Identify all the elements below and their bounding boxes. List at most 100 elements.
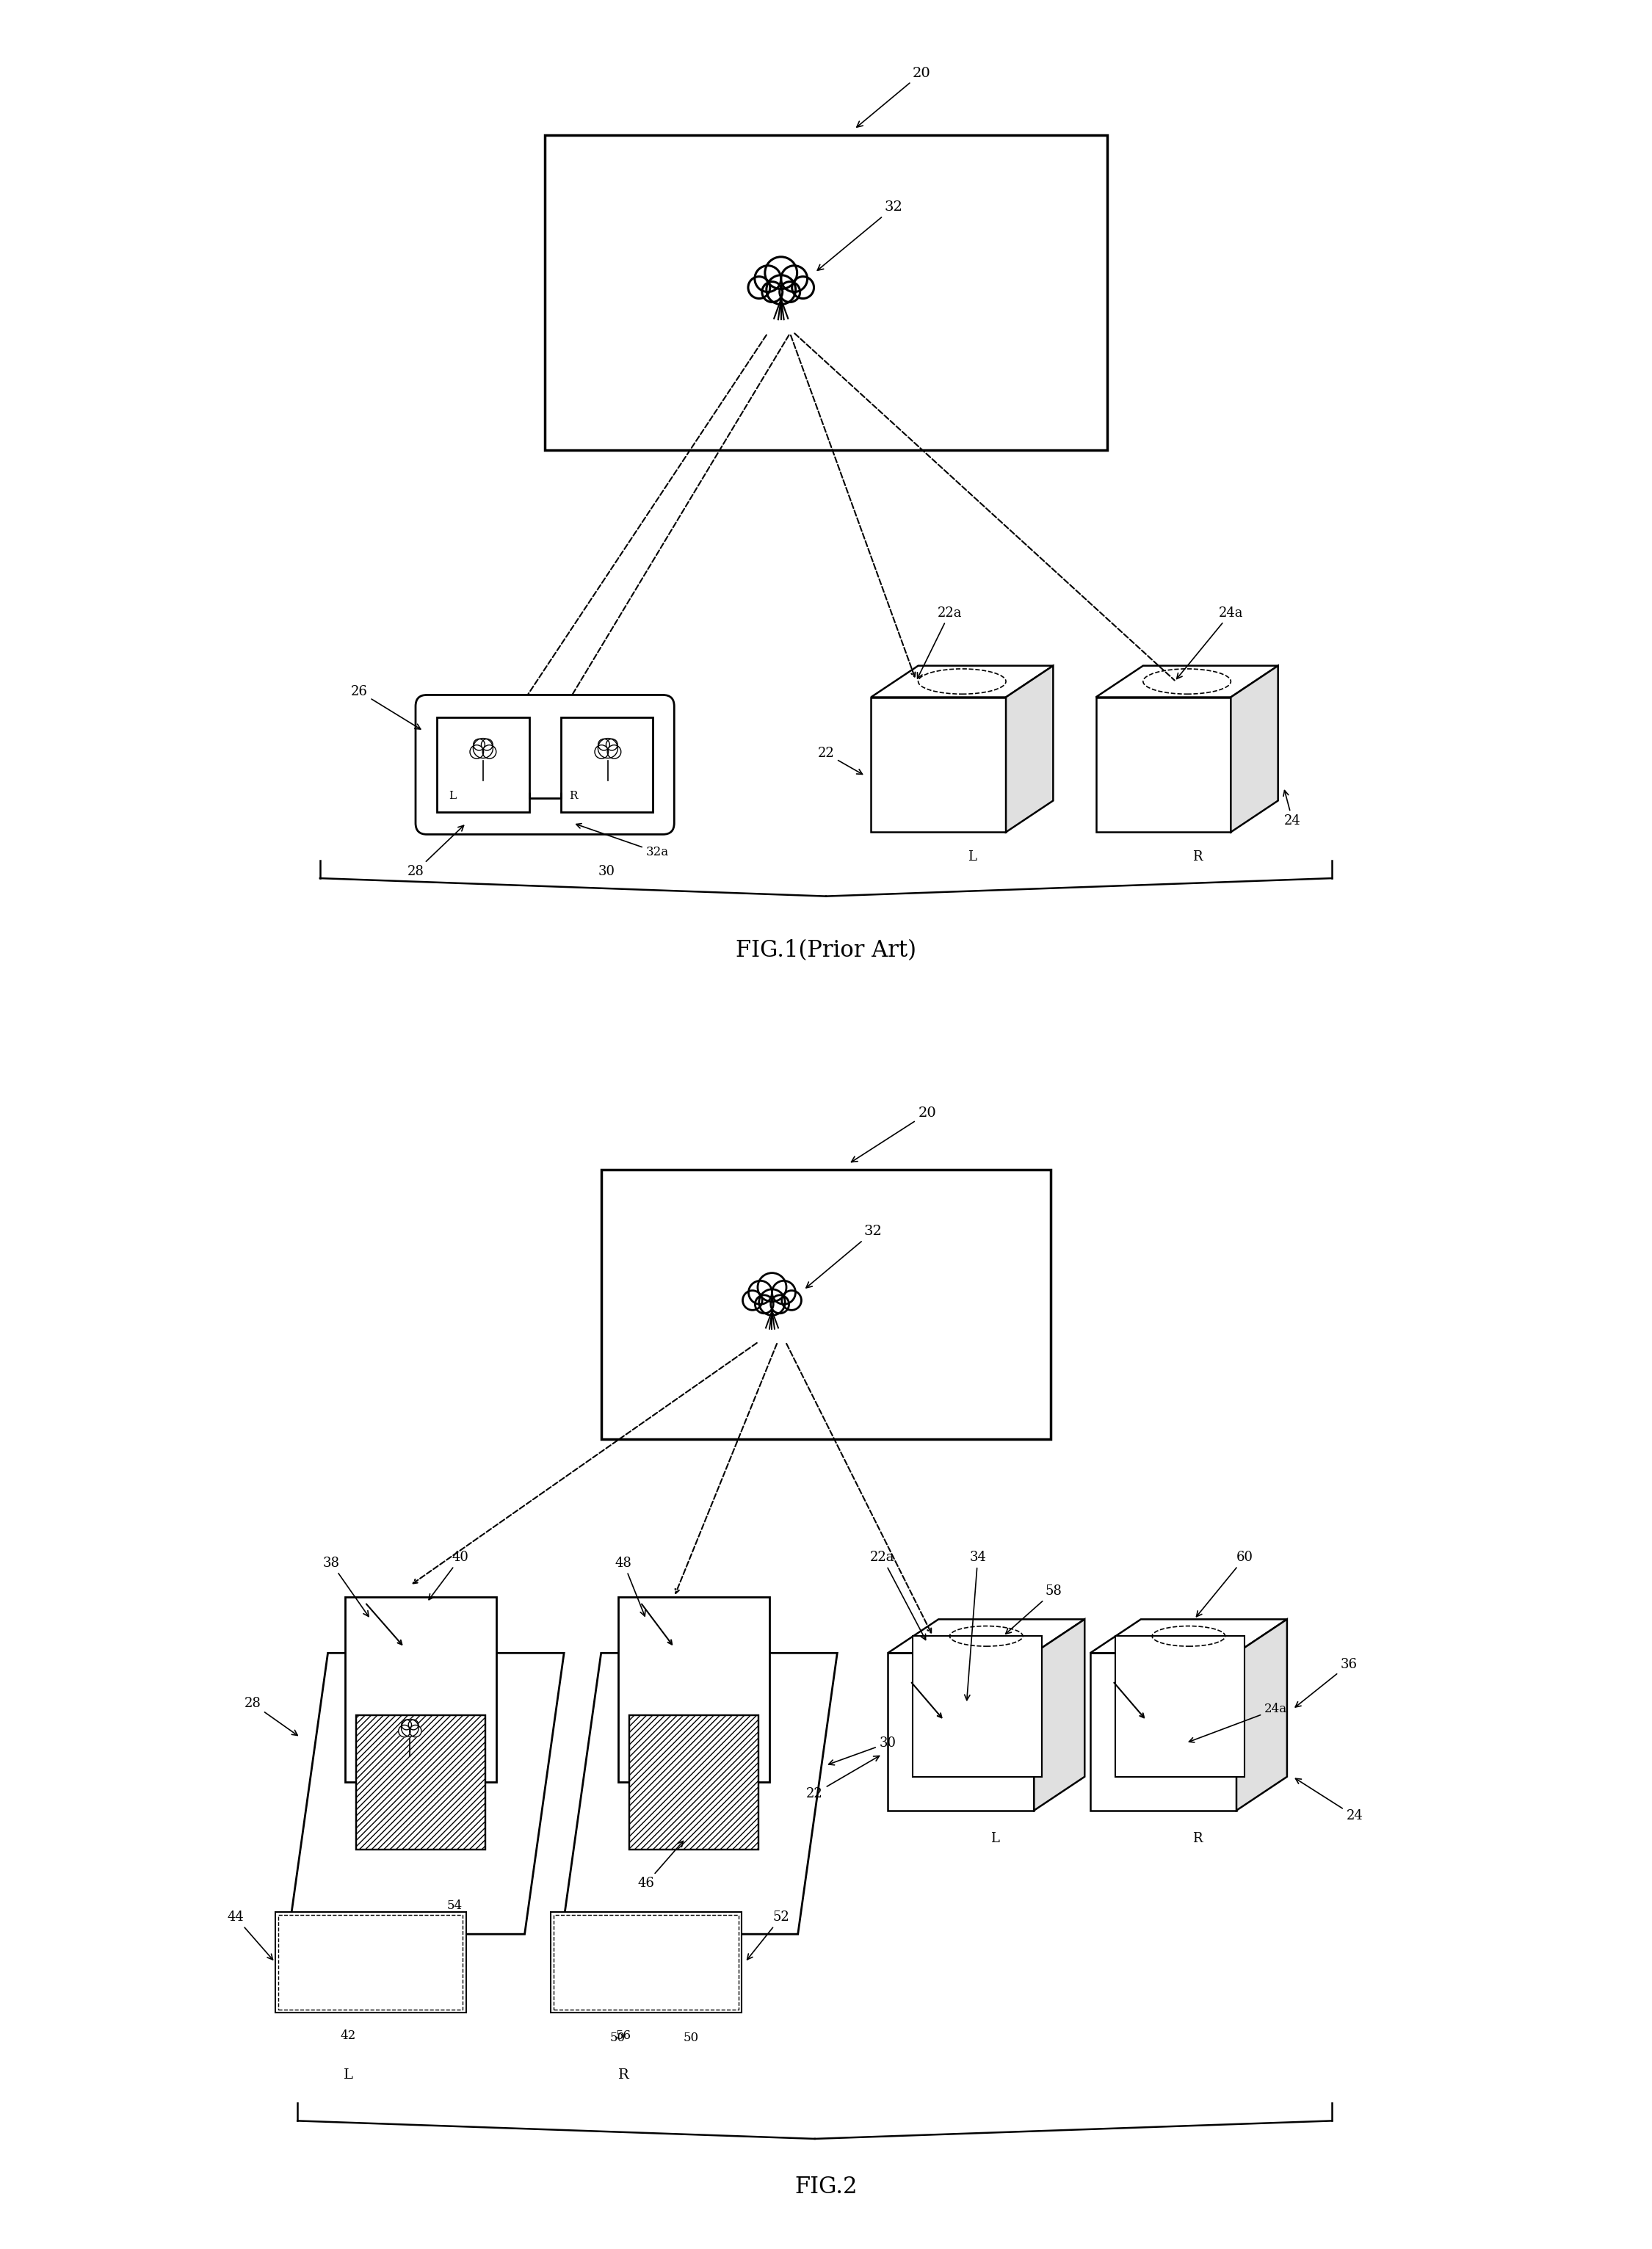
Text: 54: 54 bbox=[448, 1900, 463, 1912]
Text: 28: 28 bbox=[244, 1698, 297, 1736]
Text: 22a: 22a bbox=[871, 1552, 925, 1640]
Text: 32: 32 bbox=[806, 1226, 882, 1289]
Circle shape bbox=[791, 277, 814, 299]
Circle shape bbox=[410, 1725, 421, 1736]
Polygon shape bbox=[1006, 666, 1052, 832]
Text: L: L bbox=[990, 1833, 999, 1844]
Bar bbox=[274, 1912, 466, 2013]
Text: 20: 20 bbox=[857, 67, 930, 128]
Polygon shape bbox=[1236, 1619, 1287, 1810]
Circle shape bbox=[474, 740, 484, 751]
Text: R: R bbox=[1193, 850, 1203, 864]
Circle shape bbox=[408, 1720, 418, 1729]
Bar bbox=[871, 697, 1006, 832]
Text: 30: 30 bbox=[598, 866, 615, 877]
Bar bbox=[355, 1714, 486, 1849]
Text: 22a: 22a bbox=[917, 607, 961, 679]
Circle shape bbox=[748, 277, 770, 299]
Circle shape bbox=[767, 274, 796, 304]
Text: 24a: 24a bbox=[1189, 1702, 1287, 1743]
Bar bbox=[545, 135, 1107, 450]
Circle shape bbox=[755, 265, 781, 292]
Bar bbox=[1095, 697, 1231, 832]
Text: 28: 28 bbox=[406, 825, 464, 877]
Circle shape bbox=[606, 740, 618, 751]
Polygon shape bbox=[871, 666, 1052, 697]
Text: R: R bbox=[568, 792, 577, 801]
Text: 24: 24 bbox=[1284, 789, 1302, 828]
Circle shape bbox=[608, 744, 621, 758]
Circle shape bbox=[762, 281, 783, 301]
Text: 24a: 24a bbox=[1176, 607, 1242, 679]
Polygon shape bbox=[1090, 1619, 1287, 1653]
Text: 22: 22 bbox=[806, 1756, 879, 1799]
Bar bbox=[355, 1714, 486, 1849]
Bar bbox=[279, 1916, 463, 2011]
Text: 44: 44 bbox=[228, 1912, 273, 1959]
Text: L: L bbox=[344, 2069, 354, 2080]
Bar bbox=[912, 1637, 1042, 1777]
Circle shape bbox=[758, 1289, 785, 1316]
Text: 50: 50 bbox=[684, 2031, 699, 2044]
Text: 52: 52 bbox=[747, 1912, 790, 1959]
Text: FIG.2: FIG.2 bbox=[795, 2175, 857, 2200]
Circle shape bbox=[469, 744, 484, 758]
Text: FIG.1(Prior Art): FIG.1(Prior Art) bbox=[735, 938, 917, 963]
Text: 46: 46 bbox=[638, 1842, 684, 1889]
Bar bbox=[436, 717, 529, 812]
Circle shape bbox=[481, 740, 492, 751]
Circle shape bbox=[765, 256, 798, 288]
Circle shape bbox=[781, 265, 808, 292]
Text: 24: 24 bbox=[1295, 1779, 1363, 1822]
Text: 42: 42 bbox=[340, 2029, 355, 2042]
Text: R: R bbox=[618, 2069, 629, 2080]
Bar bbox=[629, 1714, 758, 1849]
Bar bbox=[1090, 1653, 1236, 1810]
Polygon shape bbox=[887, 1619, 1085, 1653]
Text: 20: 20 bbox=[851, 1107, 937, 1163]
Circle shape bbox=[743, 1291, 762, 1311]
Circle shape bbox=[401, 1718, 418, 1736]
Circle shape bbox=[595, 744, 608, 758]
Bar bbox=[553, 1916, 738, 2011]
Circle shape bbox=[755, 1295, 773, 1313]
Text: 40: 40 bbox=[430, 1552, 469, 1599]
Text: L: L bbox=[968, 850, 976, 864]
Circle shape bbox=[598, 740, 610, 751]
Circle shape bbox=[748, 1280, 771, 1304]
Text: L: L bbox=[449, 792, 456, 801]
Polygon shape bbox=[562, 1653, 838, 1934]
Text: 50: 50 bbox=[610, 2031, 626, 2044]
Circle shape bbox=[771, 1280, 796, 1304]
Bar bbox=[345, 1597, 497, 1781]
Circle shape bbox=[472, 738, 492, 758]
Text: 38: 38 bbox=[322, 1556, 368, 1617]
FancyBboxPatch shape bbox=[416, 695, 674, 834]
Circle shape bbox=[401, 1720, 411, 1729]
Text: 32: 32 bbox=[818, 200, 902, 270]
Bar bbox=[1115, 1637, 1244, 1777]
Bar bbox=[887, 1653, 1034, 1810]
Text: 60: 60 bbox=[1196, 1552, 1254, 1617]
Polygon shape bbox=[1095, 666, 1279, 697]
Circle shape bbox=[758, 1273, 786, 1302]
Text: R: R bbox=[1193, 1833, 1203, 1844]
Text: 58: 58 bbox=[1006, 1586, 1062, 1633]
Text: 26: 26 bbox=[350, 686, 421, 729]
Bar bbox=[629, 1714, 758, 1849]
Circle shape bbox=[598, 738, 618, 758]
Text: 36: 36 bbox=[1295, 1658, 1358, 1707]
Polygon shape bbox=[1231, 666, 1279, 832]
Text: 34: 34 bbox=[965, 1552, 986, 1700]
Polygon shape bbox=[1034, 1619, 1085, 1810]
Text: 30: 30 bbox=[829, 1736, 897, 1765]
Circle shape bbox=[482, 744, 496, 758]
Text: 22: 22 bbox=[818, 747, 862, 774]
Circle shape bbox=[398, 1725, 410, 1736]
Circle shape bbox=[771, 1295, 790, 1313]
Circle shape bbox=[781, 1291, 801, 1311]
Bar bbox=[560, 717, 653, 812]
Circle shape bbox=[780, 281, 800, 301]
Polygon shape bbox=[289, 1653, 563, 1934]
Bar bbox=[618, 1597, 770, 1781]
